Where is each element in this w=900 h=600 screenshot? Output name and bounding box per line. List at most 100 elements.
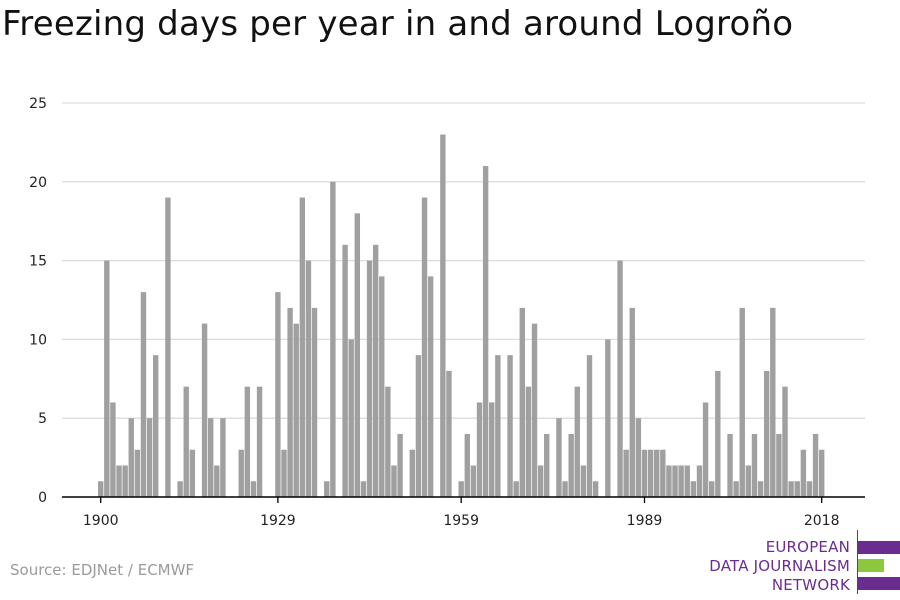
bar-1938	[330, 181, 336, 498]
bar-1980	[586, 355, 593, 497]
bar-1989	[641, 449, 648, 497]
y-tick-label: 15	[29, 254, 47, 270]
bar-1990	[647, 449, 654, 497]
bar-2013	[788, 481, 794, 497]
x-tick-label: 2018	[804, 513, 840, 529]
bar-1901	[104, 260, 110, 497]
bar-1986	[623, 449, 629, 497]
bar-1914	[183, 386, 189, 497]
bar-2011	[776, 433, 782, 497]
bar-2003	[727, 433, 733, 497]
bar-2001	[715, 370, 721, 497]
bar-1996	[684, 465, 690, 497]
bar-1933	[299, 197, 306, 497]
bar-1951	[409, 449, 416, 497]
bar-1926	[256, 386, 263, 497]
bar-1998	[696, 465, 703, 497]
bar-1929	[275, 292, 281, 497]
bar-1934	[305, 260, 312, 497]
y-axis-labels: 0 5 10 15 20 25	[29, 96, 47, 506]
bar-1943	[360, 481, 367, 497]
x-tick-label: 1989	[627, 513, 663, 529]
bar-1903	[116, 465, 122, 497]
bar-1930	[281, 449, 287, 497]
bar-1973	[544, 433, 550, 497]
logo-line-2: DATA JOURNALISM	[709, 557, 850, 575]
bar-1959	[458, 481, 464, 497]
source-note: Source: EDJNet / ECMWF	[10, 561, 195, 579]
bar-1968	[513, 481, 519, 497]
bar-1993	[666, 465, 672, 497]
gridlines	[62, 102, 865, 419]
bar-1964	[489, 402, 495, 497]
bar-1953	[421, 197, 428, 497]
bar-1999	[702, 402, 709, 497]
bar-1988	[635, 418, 642, 497]
bar-2008	[757, 481, 764, 497]
bar-1994	[672, 465, 678, 497]
bar-2016	[806, 481, 813, 497]
bar-1977	[568, 433, 574, 497]
bar-1956	[440, 134, 446, 497]
bar-1983	[605, 339, 611, 497]
bar-2017	[812, 433, 819, 497]
bar-1970	[525, 386, 532, 497]
bar-2005	[739, 307, 745, 497]
bar-1907	[140, 292, 147, 497]
y-tick-label: 10	[29, 332, 47, 348]
bar-1954	[427, 276, 434, 497]
bar-1940	[342, 244, 348, 497]
edjnet-logo: EUROPEAN DATA JOURNALISM NETWORK	[700, 530, 900, 596]
x-tick-label: 1929	[260, 513, 296, 529]
bar-1917	[201, 323, 208, 497]
bar-1944	[366, 260, 373, 497]
bar-1937	[324, 481, 330, 497]
bar-1946	[379, 276, 385, 497]
bar-1957	[446, 370, 452, 497]
bar-1995	[678, 465, 684, 497]
bar-1948	[391, 465, 397, 497]
bar-1992	[660, 449, 666, 497]
bar-1902	[110, 402, 116, 497]
bar-1919	[214, 465, 220, 497]
bar-1963	[482, 166, 489, 498]
bar-1967	[507, 355, 513, 497]
bar-1997	[690, 481, 697, 497]
bar-1952	[415, 355, 422, 497]
logo-bar-purple-1	[858, 541, 900, 554]
bar-2000	[709, 481, 715, 497]
bar-1918	[207, 418, 214, 497]
bar-1961	[470, 465, 477, 497]
bar-1979	[580, 465, 587, 497]
bar-1924	[244, 386, 251, 497]
bar-1920	[220, 418, 226, 497]
bar-1923	[238, 449, 244, 497]
bar-2010	[770, 307, 776, 497]
bar-1925	[250, 481, 257, 497]
y-tick-label: 25	[29, 96, 47, 112]
bar-1900	[98, 481, 104, 497]
bar-1908	[146, 418, 153, 497]
logo-line-1: EUROPEAN	[765, 538, 850, 556]
axes	[62, 496, 865, 503]
bar-1965	[495, 355, 501, 497]
bar-1975	[556, 418, 562, 497]
bar-1906	[134, 449, 141, 497]
bar-1904	[122, 465, 128, 497]
bar-1909	[152, 355, 159, 497]
bar-1981	[592, 481, 599, 497]
bar-1972	[537, 465, 544, 497]
bar-2014	[794, 481, 800, 497]
y-tick-label: 20	[29, 175, 47, 191]
bar-1987	[629, 307, 635, 497]
bar-1962	[476, 402, 483, 497]
bar-2006	[745, 465, 752, 497]
bar-1971	[531, 323, 538, 497]
bar-1947	[385, 386, 391, 497]
bar-1991	[654, 449, 660, 497]
bar-1969	[519, 307, 525, 497]
bar-1976	[562, 481, 568, 497]
bar-2009	[763, 370, 770, 497]
bar-1945	[372, 244, 379, 497]
chart-title: Freezing days per year in and around Log…	[2, 4, 794, 44]
